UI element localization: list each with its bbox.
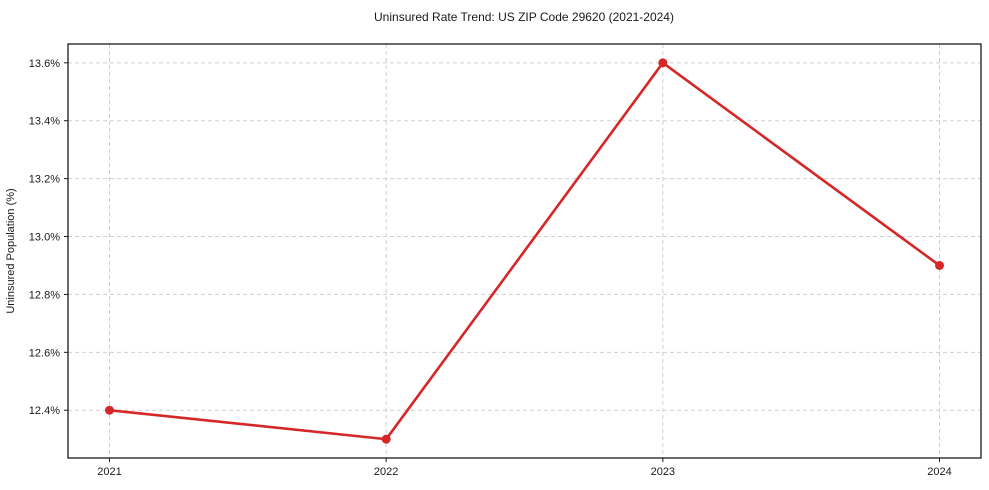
y-tick-label: 13.2%: [29, 174, 60, 186]
x-tick-label: 2024: [927, 466, 951, 478]
y-axis-label: Uninsured Population (%): [5, 188, 17, 313]
data-point-2022: [381, 434, 391, 444]
chart-title: Uninsured Rate Trend: US ZIP Code 29620 …: [374, 10, 674, 24]
y-tick-label: 13.6%: [29, 58, 60, 70]
x-tick-label: 2021: [97, 466, 121, 478]
x-tick-label: 2022: [374, 466, 398, 478]
y-tick-label: 12.6%: [29, 347, 60, 359]
y-tick-label: 12.4%: [29, 405, 60, 417]
x-tick-label: 2023: [651, 466, 675, 478]
y-tick-label: 13.0%: [29, 232, 60, 244]
trend-line: [108, 61, 941, 441]
data-point-2021: [105, 405, 114, 415]
plot-border: [67, 43, 982, 459]
y-tick-label: 12.8%: [29, 289, 60, 301]
y-tick-label: 13.4%: [29, 116, 60, 128]
data-point-2023: [658, 58, 668, 68]
data-point-2024: [935, 260, 944, 270]
